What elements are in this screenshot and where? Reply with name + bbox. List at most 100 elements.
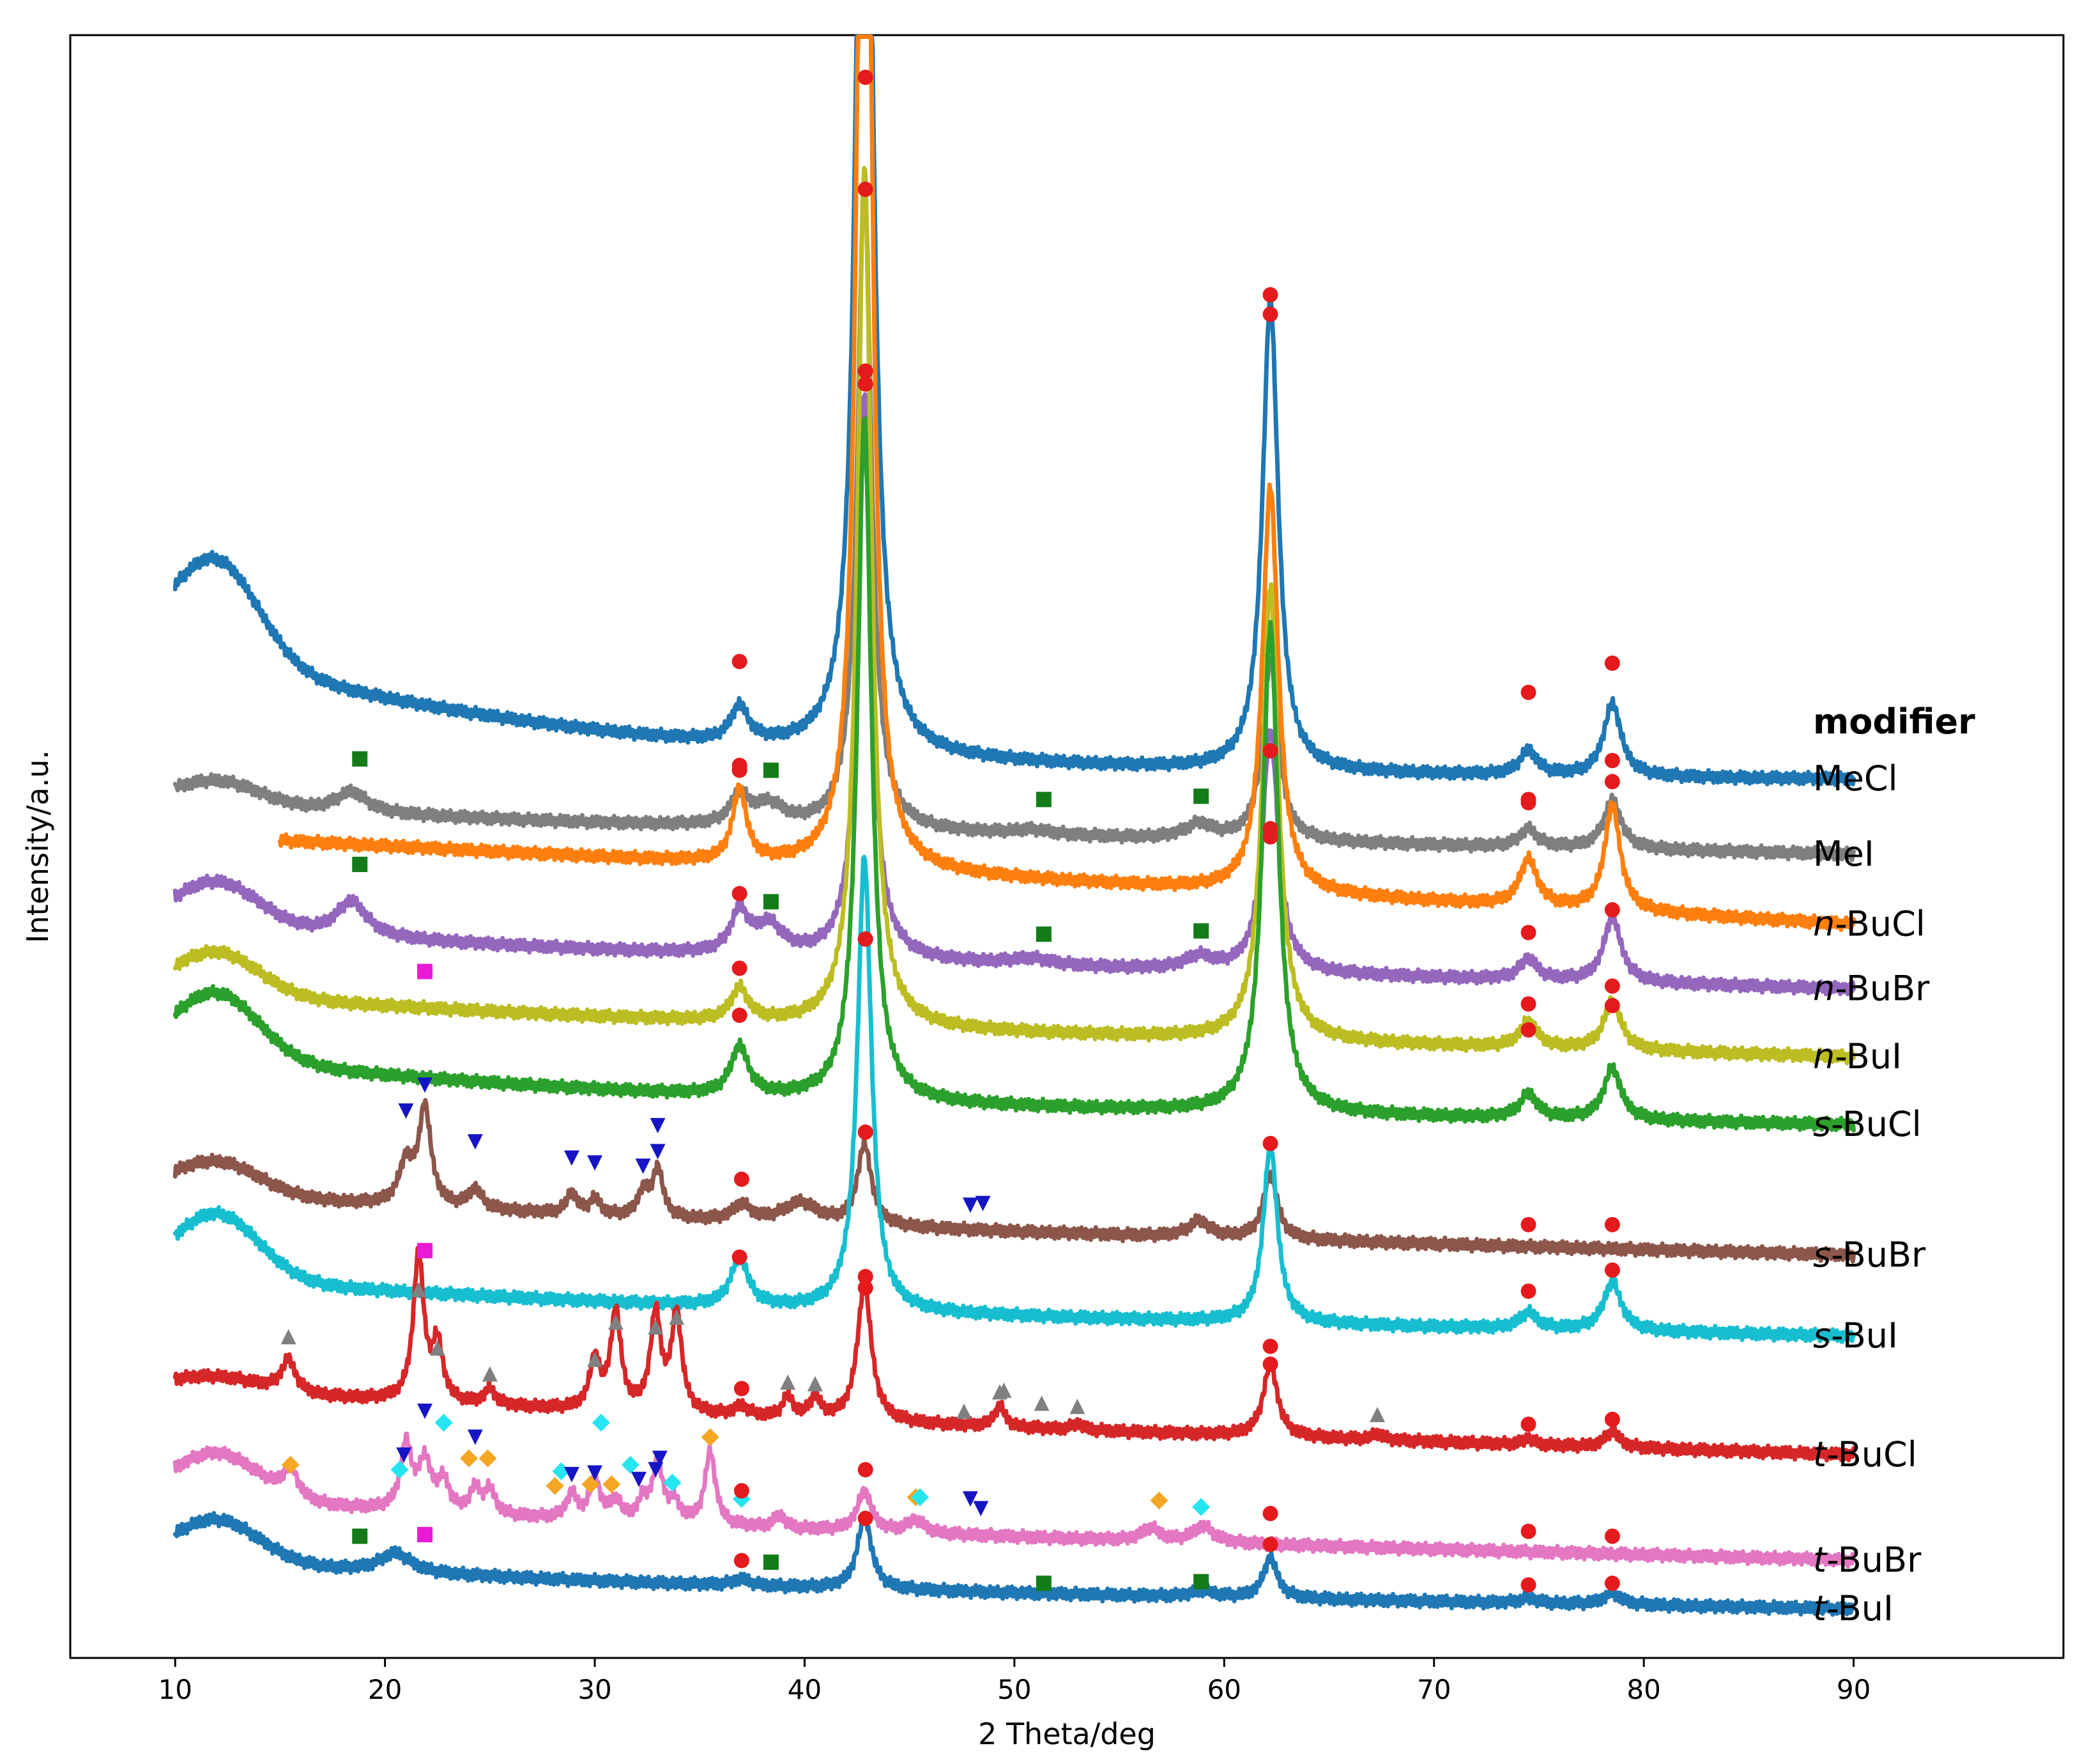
x-tick-label: 90 [1837,1674,1871,1705]
red-circle-marker [731,654,747,670]
red-circle-marker [731,960,747,976]
legend: MeClMeIn-BuCln-BuBrn-BuIs-BuCls-BuBrs-Bu… [1813,758,1930,1629]
x-tick-label: 70 [1417,1674,1451,1705]
blue-triangle-down-marker [467,1429,483,1445]
blue-triangle-down-marker [563,1466,579,1482]
series-line-t-bucl [172,1245,1856,1463]
series-line-n-bui [172,165,1856,1066]
legend-item-t-bucl: t-BuCl [1813,1434,1917,1475]
cyan-diamond-marker [592,1413,610,1432]
legend-item-prefix: n [1813,1036,1835,1077]
x-tick-label: 60 [1207,1674,1241,1705]
blue-triangle-down-marker [973,1501,989,1517]
red-circle-marker [857,376,873,392]
red-circle-marker [1520,924,1536,940]
gray-triangle-up-marker [587,1351,603,1367]
cyan-diamond-marker [621,1455,639,1474]
orange-diamond-marker [281,1455,300,1474]
red-circle-marker [857,1510,873,1526]
red-circle-marker [1604,1528,1620,1544]
orange-diamond-marker [1150,1491,1168,1510]
red-circle-marker [1520,795,1536,811]
legend-item-prefix: s [1813,1315,1831,1356]
series-line-mei [172,178,1856,863]
green-square-marker [352,751,368,767]
gray-triangle-up-marker [429,1340,445,1356]
red-circle-marker [857,931,873,947]
blue-triangle-down-marker [417,1077,433,1093]
red-circle-marker [1262,829,1278,845]
legend-item-name: -BuI [1831,1315,1898,1356]
x-tick-label: 30 [578,1674,611,1705]
x-tick-label: 10 [158,1674,192,1705]
cyan-diamond-marker [434,1413,453,1432]
x-axis-ticks: 10 20 30 40 50 60 70 80 90 [158,1658,1871,1705]
legend-item-n-bui: n-BuI [1813,1036,1902,1077]
orange-diamond-marker [546,1476,564,1495]
green-square-marker [1193,923,1209,939]
gray-triangle-up-marker [1370,1407,1386,1422]
red-circle-marker [733,1483,749,1499]
legend-item-name: MeI [1813,834,1874,874]
gray-triangle-up-marker [669,1309,685,1325]
legend-item-mei: MeI [1813,834,1874,874]
x-tick-label: 50 [997,1674,1031,1705]
green-square-marker [352,1528,368,1544]
legend-item-name: MeCl [1813,758,1898,799]
blue-triangle-down-marker [975,1195,991,1211]
blue-triangle-down-marker [962,1491,978,1507]
series-line-t-bubr [172,1431,1856,1569]
red-circle-marker [1604,997,1620,1013]
red-circle-marker [1604,1576,1620,1591]
legend-item-name: -BuCl [1826,1434,1917,1475]
legend-item-prefix: s [1813,1234,1831,1275]
red-circle-marker [1604,1262,1620,1278]
red-circle-marker [1262,1537,1278,1553]
x-tick-label: 80 [1626,1674,1660,1705]
blue-triangle-down-marker [417,1403,433,1419]
series-group [172,35,1856,1617]
red-circle-marker [857,1462,873,1478]
legend-item-name: -BuI [1835,1036,1902,1077]
green-square-marker [1036,1576,1052,1591]
green-square-marker [1036,792,1052,808]
red-circle-marker [1262,287,1278,303]
cyan-diamond-marker [552,1462,570,1480]
green-square-marker [1193,1574,1209,1590]
blue-triangle-down-marker [467,1134,483,1150]
gray-triangle-up-marker [996,1382,1012,1398]
blue-triangle-down-marker [648,1462,664,1478]
cyan-diamond-marker [911,1488,930,1507]
legend-item-n-bucl: n-BuCl [1813,903,1925,944]
gray-triangle-up-marker [956,1403,972,1419]
red-circle-marker [1262,1338,1278,1354]
red-circle-marker [733,1381,749,1397]
legend-item-name: -BuBr [1826,1540,1922,1580]
red-circle-marker [1520,684,1536,700]
blue-triangle-down-marker [631,1471,647,1487]
gray-triangle-up-marker [1069,1399,1085,1415]
magenta-square-marker [417,963,433,979]
green-square-marker [763,762,779,778]
green-square-marker [352,856,368,872]
red-circle-marker [1262,1505,1278,1521]
series-line-s-bubr [172,1098,1856,1264]
blue-triangle-down-marker [650,1117,666,1133]
red-circle-marker [1604,774,1620,790]
red-circle-marker [857,363,873,379]
gray-triangle-up-marker [1034,1395,1050,1411]
green-square-marker [1193,788,1209,804]
magenta-square-marker [417,1243,433,1259]
legend-title: modifier [1813,702,1975,742]
blue-triangle-down-marker [962,1197,978,1213]
green-square-marker [763,1554,779,1570]
orange-diamond-marker [460,1449,478,1468]
legend-item-prefix: t [1813,1540,1828,1580]
red-circle-marker [1604,1216,1620,1232]
red-circle-marker [1262,1135,1278,1151]
cyan-diamond-marker [1192,1498,1211,1516]
red-circle-marker [857,1124,873,1140]
red-circle-marker [731,1008,747,1024]
red-circle-marker [1520,1283,1536,1299]
series-line-t-bui [172,1511,1856,1617]
